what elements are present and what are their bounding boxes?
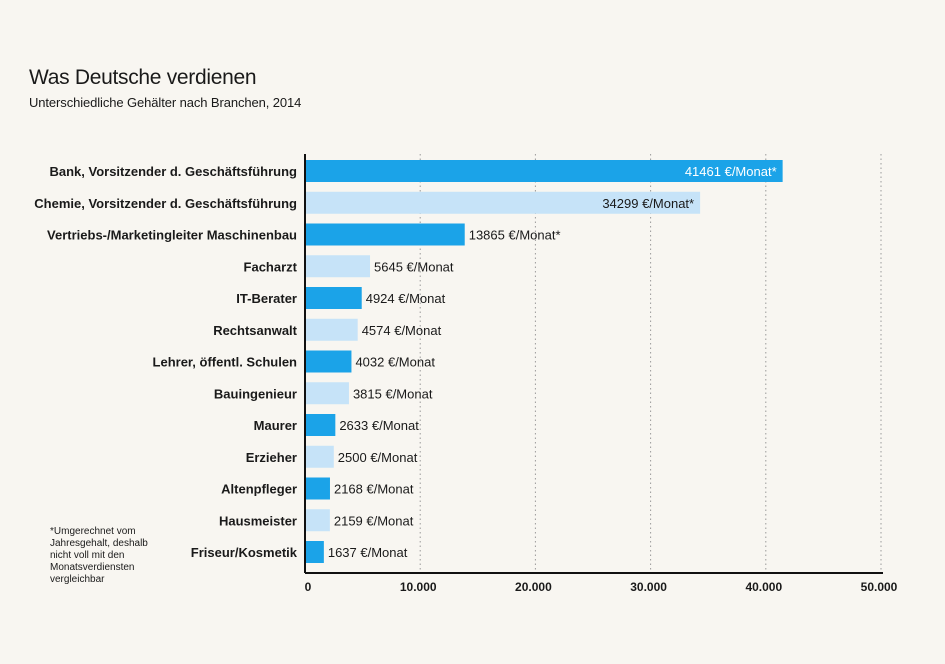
bar xyxy=(305,477,330,500)
category-label: Altenpfleger xyxy=(221,482,297,497)
data-label: 4574 €/Monat xyxy=(362,323,442,338)
footnote: *Umgerechnet vom Jahresgehalt, deshalb n… xyxy=(50,526,148,585)
category-label: Bauingenieur xyxy=(214,386,297,401)
data-label: 3815 €/Monat xyxy=(353,386,433,401)
category-label: Erzieher xyxy=(246,450,297,465)
bar xyxy=(305,509,330,532)
bar xyxy=(305,160,783,182)
data-label: 13865 €/Monat* xyxy=(469,228,561,243)
bar xyxy=(305,382,349,405)
chart-subtitle: Unterschiedliche Gehälter nach Branchen,… xyxy=(29,95,302,110)
category-label: Chemie, Vorsitzender d. Geschäftsführung xyxy=(34,196,297,211)
category-label: Vertriebs-/Marketingleiter Maschinenbau xyxy=(47,228,297,243)
data-label: 5645 €/Monat xyxy=(374,259,454,274)
chart-title: Was Deutsche verdienen xyxy=(29,66,257,89)
category-label: Facharzt xyxy=(244,259,298,274)
bar xyxy=(305,255,371,278)
bar xyxy=(305,191,701,214)
x-tick-label: 40.000 xyxy=(745,580,782,594)
x-tick-label: 50.000 xyxy=(861,580,898,594)
bars xyxy=(305,160,783,563)
category-label: Rechtsanwalt xyxy=(213,323,297,338)
data-label: 34299 €/Monat* xyxy=(602,196,694,211)
data-label: 2168 €/Monat xyxy=(334,482,414,497)
grid-lines xyxy=(419,154,882,573)
x-axis: 0 10.000 20.000 30.000 40.000 50.000 xyxy=(304,154,898,594)
bar xyxy=(305,414,336,436)
data-label: 2633 €/Monat xyxy=(339,418,419,433)
bar xyxy=(305,287,362,309)
bar xyxy=(305,445,334,468)
category-label: Hausmeister xyxy=(219,513,297,528)
x-tick-label: 20.000 xyxy=(515,580,552,594)
category-label: Lehrer, öffentl. Schulen xyxy=(153,355,298,370)
data-label: 2500 €/Monat xyxy=(338,450,418,465)
data-label: 4032 €/Monat xyxy=(355,355,435,370)
category-label: Bank, Vorsitzender d. Geschäftsführung xyxy=(49,164,297,179)
data-label: 4924 €/Monat xyxy=(366,291,446,306)
bar xyxy=(305,318,358,341)
x-tick-label: 10.000 xyxy=(400,580,437,594)
bar xyxy=(305,350,352,373)
data-label: 2159 €/Monat xyxy=(334,513,414,528)
data-label: 41461 €/Monat* xyxy=(685,164,777,179)
data-label: 1637 €/Monat xyxy=(328,545,408,560)
labels: Bank, Vorsitzender d. Geschäftsführung 41… xyxy=(34,164,776,560)
category-label: IT-Berater xyxy=(236,291,297,306)
bar xyxy=(305,223,465,246)
category-label: Friseur/Kosmetik xyxy=(191,545,298,560)
x-tick-label: 30.000 xyxy=(630,580,667,594)
category-label: Maurer xyxy=(254,418,297,433)
x-tick-label: 0 xyxy=(305,580,312,594)
bar xyxy=(305,541,324,563)
